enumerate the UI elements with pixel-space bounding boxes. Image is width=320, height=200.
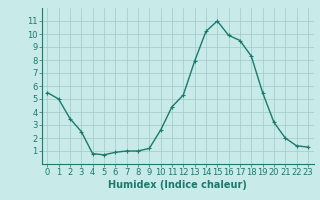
X-axis label: Humidex (Indice chaleur): Humidex (Indice chaleur)	[108, 180, 247, 190]
